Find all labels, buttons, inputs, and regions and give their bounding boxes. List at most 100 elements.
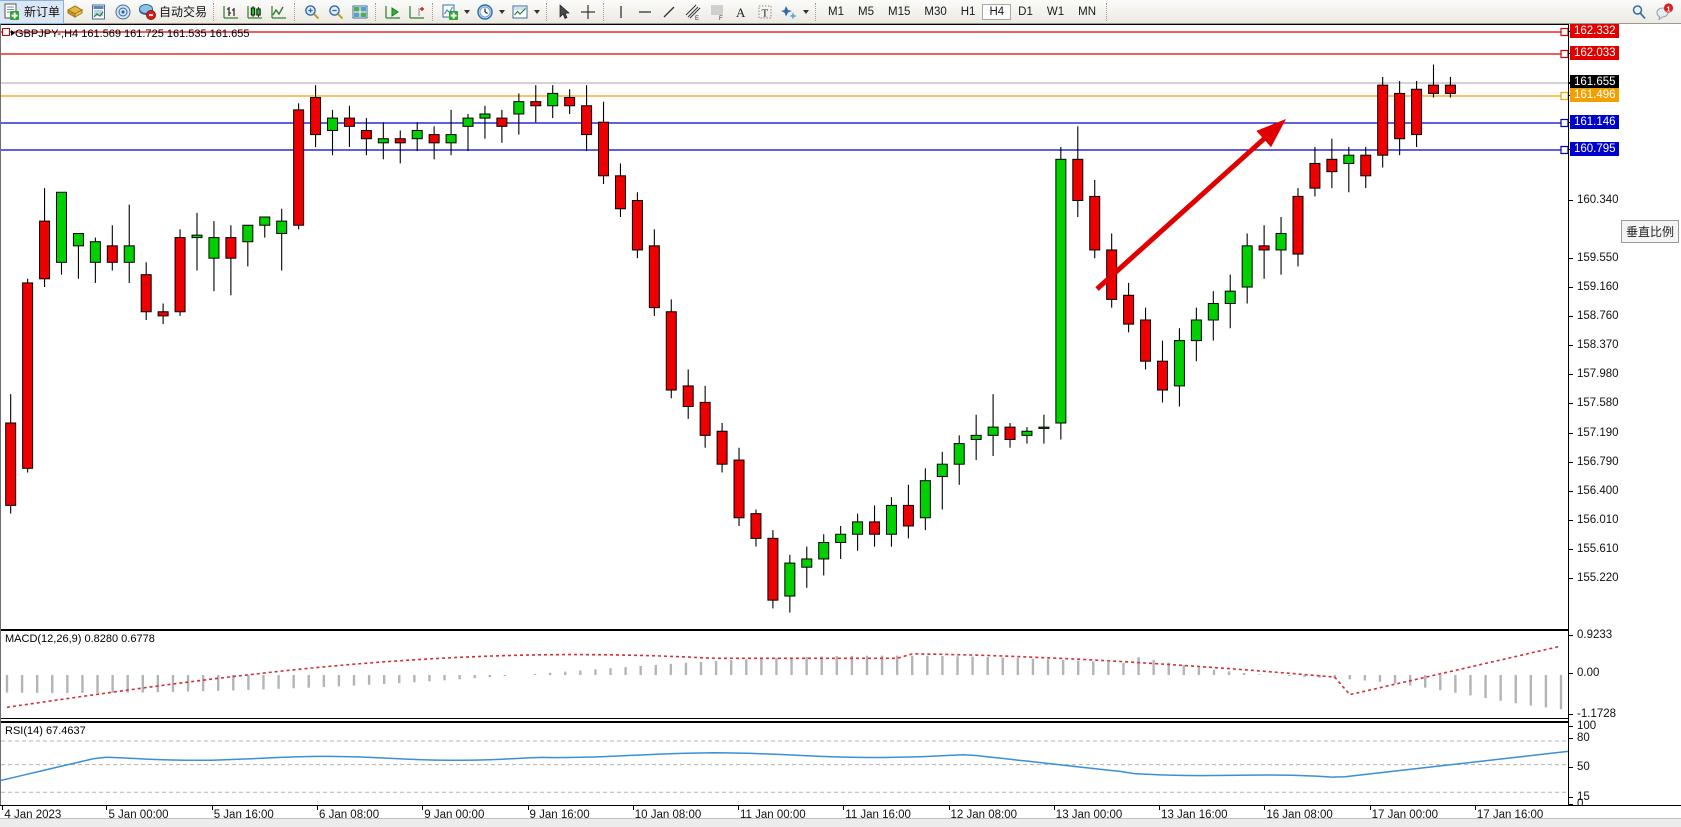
templates-chevron-down-icon[interactable] xyxy=(534,9,541,14)
cursor-arrow-icon xyxy=(555,3,573,21)
text-button[interactable]: A xyxy=(729,1,753,23)
price-scale[interactable]: 161.920160.340159.550159.160158.760158.3… xyxy=(1568,24,1681,810)
price-level-badge[interactable]: 161.496 xyxy=(1570,88,1619,102)
candle xyxy=(1190,307,1202,362)
chart-plot-region[interactable]: GBPJPY-,H4 161.569 161.725 161.535 161.6… xyxy=(1,24,1568,805)
horizontal-line-button[interactable] xyxy=(633,1,657,23)
time-tick xyxy=(211,806,213,810)
candle xyxy=(89,237,101,283)
price-level-line-support[interactable] xyxy=(1,145,1568,155)
price-tick-label: -1.1728 xyxy=(1577,708,1617,720)
price-tick xyxy=(1569,738,1573,739)
periods-button[interactable] xyxy=(473,1,508,23)
expert-advisors-button[interactable]: 自动交易 xyxy=(135,1,210,23)
cursor-button[interactable] xyxy=(552,1,576,23)
price-level-line-resistance[interactable] xyxy=(1,49,1568,59)
shapes-chevron-down-icon[interactable] xyxy=(803,9,810,14)
timeframe-m15[interactable]: M15 xyxy=(888,5,911,18)
candle xyxy=(327,109,339,156)
notifications-button[interactable]: 1 xyxy=(1651,1,1675,23)
trendline-button[interactable] xyxy=(657,1,681,23)
chart-expand-icon[interactable] xyxy=(11,30,15,36)
templates-button[interactable] xyxy=(508,1,543,23)
candle xyxy=(987,394,999,456)
time-tick xyxy=(632,806,634,810)
candle xyxy=(106,225,118,271)
fibonacci-button[interactable]: F xyxy=(705,1,729,23)
toolbar-separator-6 xyxy=(603,2,606,21)
timeframe-w1[interactable]: W1 xyxy=(1046,5,1065,18)
uptrend-arrow[interactable] xyxy=(1095,119,1286,291)
shapes-button[interactable] xyxy=(777,1,812,23)
equidistant-channel-button[interactable]: E xyxy=(681,1,705,23)
candle xyxy=(648,229,660,316)
price-level-badge[interactable]: 162.332 xyxy=(1570,24,1619,38)
candlestick-svg xyxy=(1,27,1568,613)
fibonacci-icon: F xyxy=(708,3,726,21)
candle xyxy=(1394,81,1406,156)
timeframe-m1[interactable]: M1 xyxy=(828,5,845,18)
candle xyxy=(530,85,542,123)
candle xyxy=(1275,216,1287,275)
price-tick-label: 159.160 xyxy=(1577,281,1619,293)
price-level-line-resistance[interactable] xyxy=(1,27,1568,37)
text-label-button[interactable]: T xyxy=(753,1,777,23)
candle xyxy=(1123,282,1135,333)
candle xyxy=(564,89,576,114)
zoom-out-button[interactable] xyxy=(324,1,348,23)
candle xyxy=(55,191,67,275)
svg-text:E: E xyxy=(695,16,699,21)
candle xyxy=(1021,427,1033,444)
time-tick xyxy=(106,806,108,810)
zoom-in-button[interactable] xyxy=(300,1,324,23)
crosshair-icon xyxy=(579,3,597,21)
candle xyxy=(614,163,626,217)
tile-windows-button[interactable] xyxy=(348,1,372,23)
price-tick xyxy=(1569,726,1573,727)
new-order-label: 新订单 xyxy=(24,5,61,19)
chart-shift-button[interactable] xyxy=(405,1,429,23)
price-level-line-level[interactable] xyxy=(1,91,1568,101)
rsi-label: RSI(14) 67.4637 xyxy=(5,725,86,737)
price-tick xyxy=(1569,287,1573,288)
macd-pane[interactable]: MACD(12,26,9) 0.8280 0.6778 xyxy=(1,629,1568,719)
timeframe-m5[interactable]: M5 xyxy=(858,5,874,18)
indicators-icon xyxy=(441,3,459,21)
data-window-button[interactable] xyxy=(111,1,135,23)
line-chart-button[interactable] xyxy=(267,1,291,23)
profiles-button[interactable] xyxy=(63,1,87,23)
price-pane[interactable]: GBPJPY-,H4 161.569 161.725 161.535 161.6… xyxy=(1,24,1568,628)
price-level-badge[interactable]: 161.146 xyxy=(1570,115,1619,129)
rsi-pane[interactable]: RSI(14) 67.4637 xyxy=(1,721,1568,805)
timeframe-h4[interactable]: H4 xyxy=(982,3,1012,20)
timeframe-h1[interactable]: H1 xyxy=(960,5,976,18)
price-tick xyxy=(1569,200,1573,201)
time-tick xyxy=(2,806,4,810)
search-icon xyxy=(1630,3,1648,21)
search-button[interactable] xyxy=(1627,1,1651,23)
price-level-badge[interactable]: 161.655 xyxy=(1570,75,1619,89)
indicators-button[interactable] xyxy=(438,1,473,23)
timeframe-mn[interactable]: MN xyxy=(1078,5,1096,18)
templates-icon xyxy=(511,3,529,21)
candle xyxy=(259,216,271,238)
bar-chart-button[interactable] xyxy=(219,1,243,23)
auto-scroll-button[interactable] xyxy=(381,1,405,23)
periods-chevron-down-icon[interactable] xyxy=(499,9,506,14)
candle xyxy=(665,299,677,399)
candle xyxy=(784,554,796,613)
timeframe-d1[interactable]: D1 xyxy=(1018,5,1033,18)
timeframe-m30[interactable]: M30 xyxy=(924,5,947,18)
vertical-line-button[interactable] xyxy=(609,1,633,23)
price-level-badge[interactable]: 162.033 xyxy=(1570,46,1619,60)
price-tick-label: 155.610 xyxy=(1577,543,1619,555)
price-level-badge[interactable]: 160.795 xyxy=(1570,142,1619,156)
indicators-chevron-down-icon[interactable] xyxy=(464,9,471,14)
candlestick-chart-button[interactable] xyxy=(243,1,267,23)
price-level-line-support[interactable] xyxy=(1,118,1568,128)
chart-window[interactable]: GBPJPY-,H4 161.569 161.725 161.535 161.6… xyxy=(0,24,1681,810)
price-tick xyxy=(1569,767,1573,768)
crosshair-button[interactable] xyxy=(576,1,600,23)
new-order-button[interactable]: 新订单 xyxy=(0,0,65,24)
market-watch-button[interactable] xyxy=(87,1,111,23)
